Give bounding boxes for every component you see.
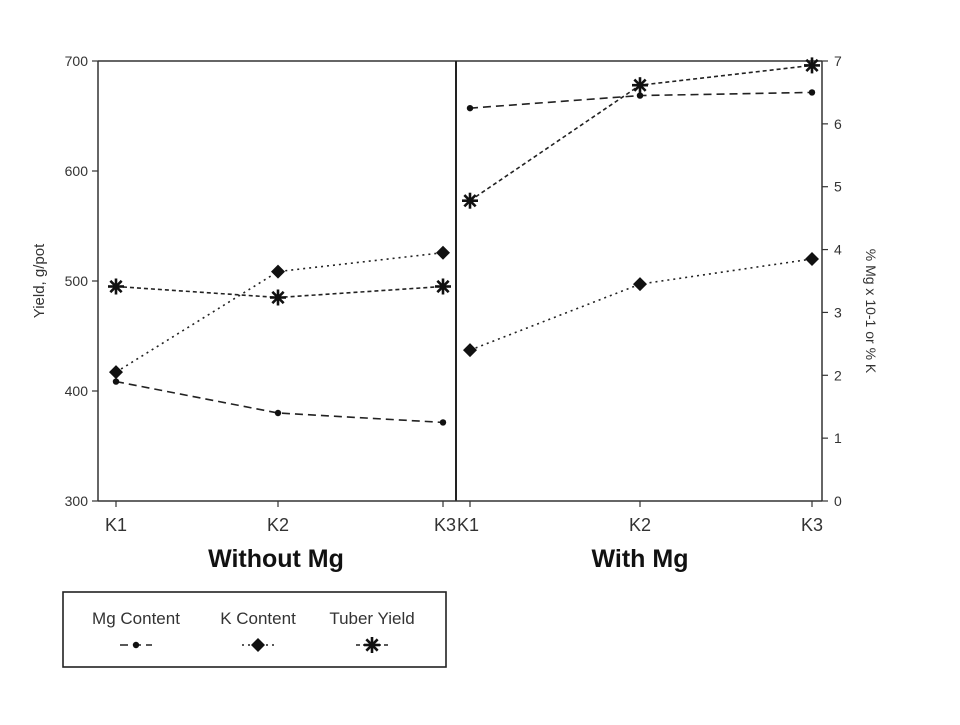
x-tick-label: K2 (267, 515, 289, 535)
right-y-tick-label: 1 (834, 430, 842, 446)
left-y-tick-label: 600 (65, 163, 89, 179)
right-y-tick-label: 4 (834, 242, 842, 258)
legend-marker-tuber-yield (364, 637, 380, 653)
x-tick-label: K2 (629, 515, 651, 535)
panel-title: With Mg (592, 545, 689, 573)
left-y-tick-label: 700 (65, 53, 89, 69)
tuber-yield-point (270, 289, 286, 306)
mg-content-point (439, 419, 447, 426)
mg-content-line (115, 380, 444, 424)
k-content-line (469, 258, 813, 351)
k-content-point (271, 264, 285, 279)
left-y-axis-title: Yield, g/pot (31, 243, 48, 318)
tuber-yield-point (435, 278, 451, 295)
tuber-yield-point (108, 278, 124, 295)
right-y-axis-title: % Mg x 10-1 or % K (863, 249, 879, 374)
right-y-tick-label: 0 (834, 493, 842, 509)
legend-label-mg-content: Mg Content (92, 609, 180, 628)
k-content-point (633, 277, 647, 292)
left-y-tick-label: 500 (65, 273, 89, 289)
mg-content-point (636, 92, 644, 99)
mg-content-point (112, 378, 120, 385)
panel-title: Without Mg (208, 545, 344, 573)
k-content-point (109, 365, 123, 380)
k-content-point (805, 252, 819, 266)
right-y-tick-label: 7 (834, 53, 842, 69)
k-content-point (436, 245, 450, 260)
tuber-yield-point (462, 192, 478, 209)
tuber-yield-point (632, 77, 648, 94)
left-y-tick-label: 300 (65, 493, 89, 509)
left-y-tick-label: 400 (65, 383, 89, 399)
k-content-line (115, 251, 444, 373)
legend-marker-k-content (251, 638, 265, 652)
x-tick-label: K1 (105, 515, 127, 535)
right-y-tick-label: 5 (834, 179, 842, 195)
x-tick-label: K3 (434, 515, 456, 535)
legend-label-k-content: K Content (220, 609, 296, 628)
mg-content-point (466, 104, 474, 112)
right-y-tick-label: 3 (834, 304, 842, 320)
right-y-tick-label: 6 (834, 116, 842, 132)
x-tick-label: K3 (801, 515, 823, 535)
mg-content-point (274, 409, 282, 417)
legend-box (62, 591, 447, 668)
mg-content-point (808, 89, 816, 96)
right-y-tick-label: 2 (834, 367, 842, 383)
legend-label-tuber-yield: Tuber Yield (329, 609, 414, 628)
k-content-point (463, 343, 477, 358)
tuber-yield-point (804, 57, 820, 74)
x-tick-label: K1 (457, 515, 479, 535)
legend-marker-mg-content (132, 641, 140, 649)
